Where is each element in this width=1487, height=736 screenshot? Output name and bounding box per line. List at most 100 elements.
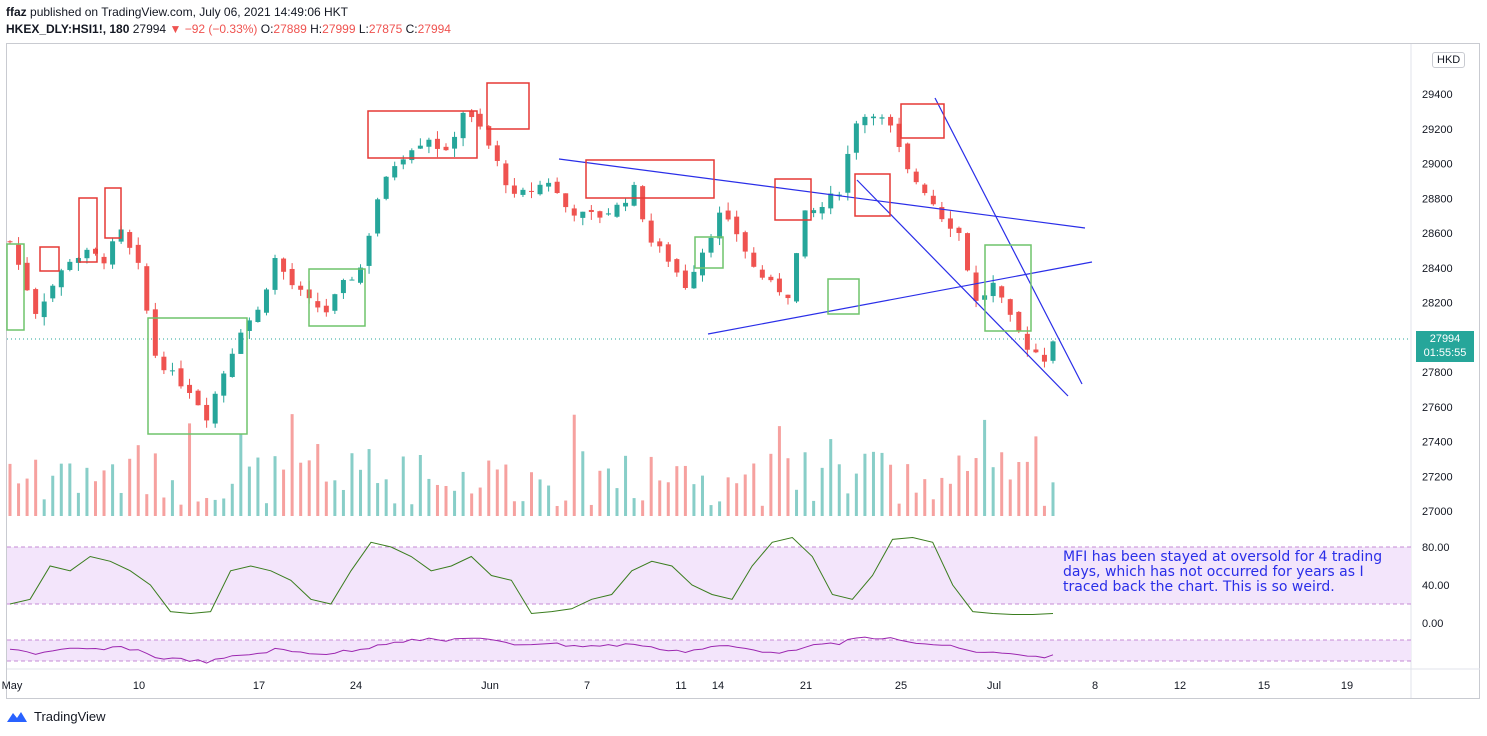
volume-bar (914, 492, 918, 516)
volume-bar (1017, 462, 1021, 516)
volume-bar (495, 469, 499, 516)
author[interactable]: ffaz (6, 5, 27, 19)
symbol-name[interactable]: HKEX_DLY:HSI1!, 180 (6, 22, 130, 36)
volume-bar (991, 467, 995, 516)
candle-body (776, 278, 782, 293)
candle-body (24, 262, 30, 291)
candle-body (477, 113, 483, 127)
red-box[interactable] (78, 197, 98, 263)
price-tick: 29200 (1422, 124, 1453, 136)
candle-body (161, 356, 167, 371)
volume-bar (34, 459, 38, 516)
trendline-steep-left[interactable] (856, 179, 1069, 397)
volume-bar (453, 490, 457, 516)
candle-body (990, 282, 996, 297)
green-box[interactable] (6, 243, 25, 331)
volume-bar (128, 458, 132, 516)
volume-bar (68, 463, 72, 516)
mfi-tick: 0.00 (1422, 618, 1443, 630)
candle-body (460, 112, 466, 139)
last-price: 27994 (132, 22, 167, 36)
candle-body (238, 332, 244, 354)
green-box[interactable] (694, 236, 724, 269)
volume-bar (512, 501, 516, 516)
candle-body (494, 145, 500, 161)
time-axis-ticks: May 10 17 24 Jun 7 11 14 21 25 Jul 8 12 15 19 (2, 680, 1354, 692)
candle-body (263, 289, 269, 313)
candle-body (717, 212, 723, 239)
volume-bar (418, 455, 422, 516)
green-box[interactable] (308, 268, 366, 327)
volume-bar (777, 426, 781, 516)
volume-bar (530, 472, 533, 516)
brand-name[interactable]: TradingView (34, 709, 106, 724)
tradingview-logo-icon (7, 711, 27, 722)
volume-bar (93, 481, 97, 516)
volume-bar (769, 453, 773, 516)
candle-body (811, 210, 817, 214)
red-box[interactable] (486, 82, 530, 130)
volume-bar (966, 470, 970, 516)
trendline-steep-right[interactable] (934, 97, 1083, 385)
candle-body (631, 184, 637, 206)
volume-bar (641, 500, 645, 516)
red-box[interactable] (104, 187, 122, 239)
volume-bar (196, 501, 200, 516)
candles (7, 108, 1056, 428)
red-box[interactable] (854, 173, 891, 217)
trendline-upper[interactable] (558, 158, 1086, 229)
candle-body (246, 320, 252, 331)
mfi-annotation[interactable]: MFI has been stayed at oversold for 4 tr… (1063, 549, 1383, 595)
volume-bar (478, 487, 482, 516)
candle-body (888, 116, 894, 126)
candle-body (708, 237, 714, 253)
trendlines[interactable] (558, 97, 1093, 397)
mfi-line (9, 536, 1054, 615)
volume-bar (470, 493, 474, 516)
red-box[interactable] (39, 246, 60, 272)
volume-bar (923, 479, 927, 516)
candle-body (41, 301, 47, 318)
candle-body (563, 193, 569, 208)
green-box[interactable] (147, 317, 248, 435)
trendline-lower[interactable] (707, 261, 1093, 335)
volume-bar (598, 470, 602, 516)
currency-label[interactable]: HKD (1432, 52, 1466, 68)
volume-bar (948, 483, 952, 516)
candle-body (7, 241, 13, 243)
volume-bar (803, 452, 807, 516)
price-tick: 28200 (1422, 298, 1453, 310)
volume-bar (658, 480, 662, 516)
candle-body (845, 153, 851, 193)
volume-bar (675, 466, 679, 516)
red-box[interactable] (585, 159, 715, 199)
price-tick: 28600 (1422, 228, 1453, 240)
last-price-tag: 27994 01:55:55 (1416, 331, 1474, 362)
volume-bar (290, 414, 294, 516)
volume-bar (444, 486, 448, 516)
green-box[interactable] (984, 244, 1032, 332)
volume-bar (239, 434, 243, 516)
candle-body (1033, 349, 1039, 353)
candle-body (1016, 311, 1022, 332)
red-box[interactable] (367, 110, 478, 159)
countdown-timer: 01:55:55 (1423, 347, 1467, 359)
candle-body (956, 227, 962, 233)
volume-bar (316, 444, 320, 516)
volume-bar (735, 483, 739, 516)
volume-bar (307, 460, 311, 516)
volume-bar (153, 453, 157, 516)
volume-bar (205, 497, 209, 516)
volume-bar (136, 445, 140, 516)
red-box[interactable] (900, 103, 945, 139)
time-tick: May (2, 680, 23, 692)
volume-bar (829, 439, 833, 516)
volume-bar (393, 503, 397, 516)
highlight-boxes[interactable] (6, 82, 1032, 435)
red-box[interactable] (774, 178, 812, 221)
green-box[interactable] (827, 278, 860, 315)
volume-bar (743, 474, 747, 516)
volume-bar (889, 464, 893, 516)
candle-body (434, 138, 440, 149)
